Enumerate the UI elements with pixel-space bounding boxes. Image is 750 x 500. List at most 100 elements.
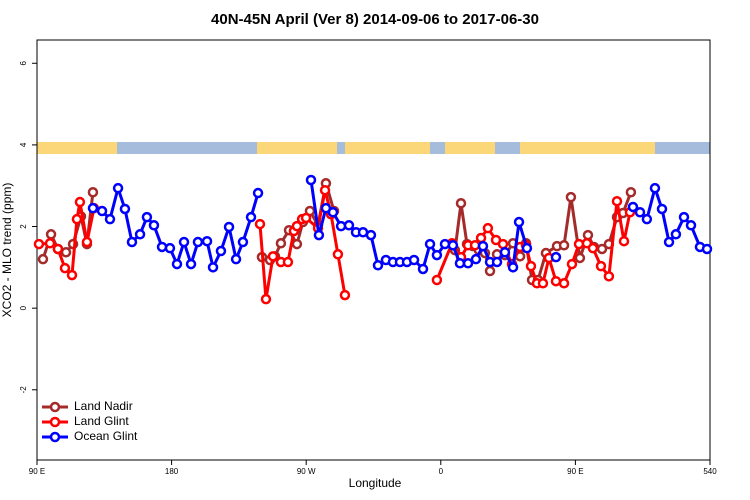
data-point [237, 236, 249, 248]
x-tick-label: 90 W [297, 467, 316, 476]
data-point [611, 195, 623, 207]
data-point [670, 229, 682, 240]
data-point [484, 265, 496, 277]
data-point [525, 260, 537, 272]
data-point [126, 236, 138, 248]
data-point [260, 293, 272, 305]
data-point [112, 182, 124, 194]
data-point [431, 274, 443, 286]
data-point [417, 263, 429, 275]
data-point [447, 240, 459, 251]
data-point [587, 242, 599, 254]
legend-label: Ocean Glint [74, 429, 138, 443]
data-point [59, 262, 71, 274]
data-point [313, 229, 325, 241]
land-band [520, 142, 655, 154]
data-point [497, 238, 509, 250]
data-point [87, 202, 99, 214]
y-axis-label: XCO2 - MLO trend (ppm) [0, 183, 14, 318]
data-point [550, 275, 562, 287]
data-point [245, 211, 257, 223]
data-point [252, 187, 264, 199]
data-point [663, 236, 675, 248]
land-band [37, 142, 117, 154]
data-point [558, 240, 570, 251]
data-point [156, 241, 168, 253]
data-point [96, 205, 108, 217]
data-point [455, 198, 467, 209]
data-point [507, 262, 519, 273]
data-point [431, 249, 443, 261]
data-point [565, 191, 577, 203]
data-point [148, 220, 160, 231]
data-point [454, 258, 466, 269]
data-point [141, 211, 153, 223]
data-point [291, 238, 303, 250]
data-point [60, 246, 72, 258]
x-tick-label: 90 E [29, 467, 45, 476]
data-point [164, 242, 176, 254]
data-point [627, 201, 639, 213]
data-point [365, 229, 377, 241]
x-tick-label: 540 [703, 467, 717, 476]
data-point [119, 203, 131, 215]
legend-marker [49, 431, 61, 443]
data-point [339, 289, 351, 301]
data-point [634, 206, 646, 218]
data-point [171, 258, 183, 270]
data-point [475, 232, 487, 244]
data-point [641, 213, 653, 225]
x-axis-label: Longitude [349, 476, 402, 490]
data-point [254, 218, 266, 230]
data-point [104, 213, 116, 225]
land-band [445, 142, 495, 154]
data-point [408, 254, 420, 266]
data-point [558, 278, 570, 289]
data-point [223, 221, 235, 233]
data-point [207, 262, 219, 273]
data-point [230, 253, 242, 265]
data-point [81, 236, 93, 248]
x-tick-label: 0 [439, 467, 444, 476]
data-point [491, 256, 503, 268]
data-point [134, 229, 146, 240]
data-point [343, 220, 355, 231]
land-band [257, 142, 337, 154]
y-tick-label: -2 [19, 386, 28, 394]
data-point [178, 236, 190, 248]
data-point [282, 256, 294, 268]
data-point [327, 206, 339, 218]
y-tick-label: 4 [19, 142, 28, 147]
data-point [66, 269, 78, 281]
data-point [305, 174, 317, 186]
data-point [595, 260, 607, 272]
legend-marker [49, 401, 61, 413]
data-point [71, 213, 83, 225]
legend-marker [49, 416, 61, 428]
data-point [656, 203, 668, 215]
data-point [192, 236, 204, 248]
data-point [33, 238, 45, 250]
y-tick-label: 0 [19, 305, 28, 310]
data-point [87, 186, 99, 198]
data-point [482, 222, 494, 234]
data-point [372, 260, 384, 271]
data-point [74, 196, 86, 208]
legend-label: Land Nadir [74, 399, 133, 413]
data-point [201, 235, 213, 247]
data-point [685, 220, 697, 231]
data-point [603, 271, 615, 282]
data-point [618, 235, 630, 247]
data-point [45, 229, 57, 240]
data-point [185, 258, 197, 270]
data-point [625, 186, 637, 198]
data-point [291, 220, 303, 232]
data-point [649, 182, 661, 194]
data-point [52, 243, 64, 255]
data-point [678, 211, 690, 223]
data-point [574, 252, 586, 264]
data-point [44, 238, 56, 249]
data-point [215, 245, 227, 257]
data-point [521, 242, 533, 254]
data-point [566, 258, 578, 270]
